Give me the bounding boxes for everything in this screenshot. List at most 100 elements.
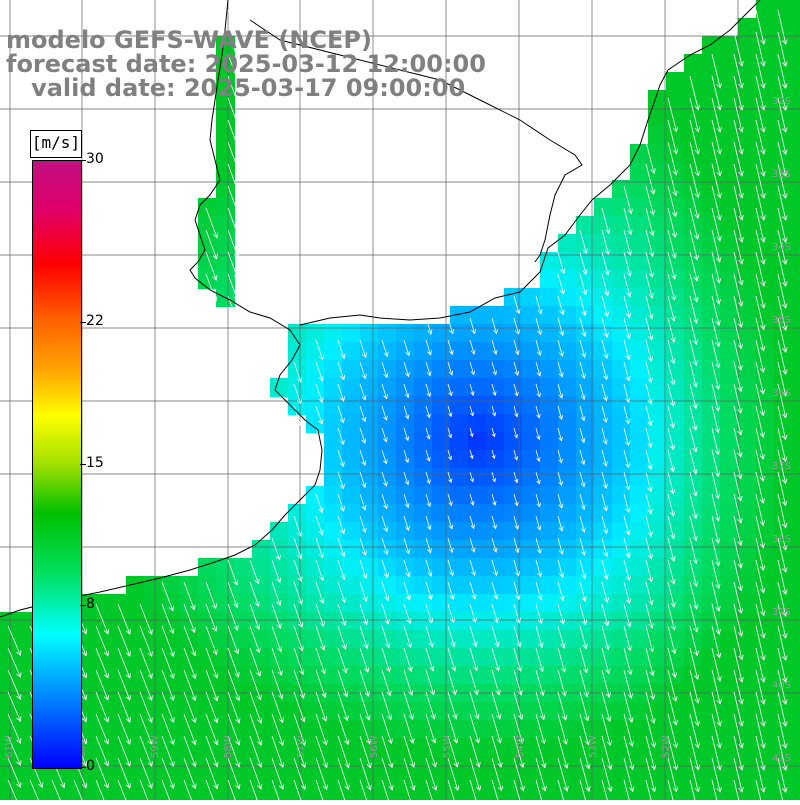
field-cell	[414, 630, 433, 649]
field-cell	[126, 594, 145, 613]
wind-arrow	[755, 449, 765, 482]
river-border	[249, 19, 583, 263]
field-cell	[450, 306, 469, 325]
wind-arrow	[601, 669, 611, 699]
field-cell	[630, 216, 649, 235]
wind-arrow	[667, 295, 676, 322]
longitude-label: 53W	[588, 735, 599, 758]
field-cell	[360, 342, 379, 361]
colorbar-tick-mark	[80, 160, 86, 161]
wind-arrow	[469, 427, 474, 438]
wind-arrow	[381, 625, 391, 649]
field-cell	[540, 540, 559, 559]
wind-arrow	[667, 691, 678, 726]
wind-arrow	[711, 295, 721, 326]
field-cell	[630, 198, 649, 217]
wind-arrow	[645, 471, 653, 493]
wind-arrow	[381, 669, 392, 697]
field-cell	[612, 306, 631, 325]
wind-arrow	[755, 185, 766, 221]
field-cell	[414, 342, 433, 361]
field-cell	[540, 612, 559, 631]
field-cell	[450, 468, 469, 487]
field-cell	[198, 720, 217, 739]
wind-arrow	[645, 691, 656, 725]
field-cell	[792, 702, 800, 721]
field-cell	[504, 720, 523, 739]
wind-arrow	[513, 625, 522, 648]
field-cell	[756, 738, 775, 757]
field-cell	[594, 306, 613, 325]
field-cell	[540, 504, 559, 523]
field-cell	[306, 594, 325, 613]
field-cell	[378, 432, 397, 451]
field-cell	[738, 540, 757, 559]
field-cell	[306, 396, 325, 415]
wind-arrow	[755, 757, 766, 793]
wind-arrow	[95, 603, 109, 635]
field-cell	[666, 774, 685, 793]
wind-arrow	[777, 449, 788, 485]
field-cell	[360, 360, 379, 379]
field-cell	[648, 234, 667, 253]
wind-arrow	[293, 515, 303, 537]
wind-arrow	[447, 757, 460, 792]
field-cell	[720, 252, 739, 271]
wind-arrow	[535, 537, 542, 554]
field-cell	[720, 522, 739, 541]
colorbar-units: [m/s]	[30, 130, 82, 158]
wind-arrow	[205, 581, 217, 610]
wind-arrow	[645, 559, 654, 583]
wind-arrow	[645, 317, 654, 341]
field-cell	[288, 360, 307, 379]
wind-arrow	[381, 427, 388, 443]
wind-arrow	[491, 493, 497, 506]
field-cell	[702, 666, 721, 685]
wind-arrow	[359, 515, 367, 534]
field-cell	[720, 180, 739, 199]
wind-arrow	[469, 405, 475, 417]
field-cell	[486, 576, 505, 595]
field-cell	[612, 756, 631, 775]
field-cell	[666, 450, 685, 469]
wind-arrow	[645, 229, 655, 258]
wind-arrow	[227, 141, 241, 174]
field-cell	[0, 738, 19, 757]
field-cell	[216, 774, 235, 793]
field-cell	[540, 378, 559, 397]
field-cell	[684, 270, 703, 289]
wind-arrow	[139, 647, 153, 680]
wind-arrow	[667, 603, 677, 631]
field-cell	[414, 594, 433, 613]
wind-arrow	[161, 713, 175, 746]
field-cell	[108, 612, 127, 631]
field-cell	[504, 630, 523, 649]
wind-arrow	[777, 493, 788, 529]
wind-arrow	[667, 361, 676, 386]
wind-arrow	[381, 581, 390, 602]
field-cell	[180, 792, 199, 805]
field-cell	[162, 738, 181, 757]
field-cell	[756, 288, 775, 307]
field-cell	[630, 774, 649, 793]
field-cell	[648, 216, 667, 235]
wind-arrow	[623, 361, 631, 382]
field-cell	[702, 792, 721, 805]
field-cell	[270, 540, 289, 559]
field-cell	[180, 684, 199, 703]
field-cell	[144, 738, 163, 757]
field-cell	[756, 342, 775, 361]
field-cell	[0, 684, 19, 703]
wind-arrow	[535, 427, 541, 441]
wind-arrow	[293, 691, 306, 723]
wind-arrow	[689, 273, 699, 303]
field-cell	[306, 648, 325, 667]
field-cell	[684, 342, 703, 361]
field-cell	[738, 162, 757, 181]
wind-arrow	[667, 141, 678, 176]
field-cell	[630, 630, 649, 649]
wind-arrow	[315, 405, 324, 425]
wind-arrow	[227, 251, 239, 280]
field-cell	[738, 360, 757, 379]
longitude-label: 56W	[369, 735, 380, 758]
